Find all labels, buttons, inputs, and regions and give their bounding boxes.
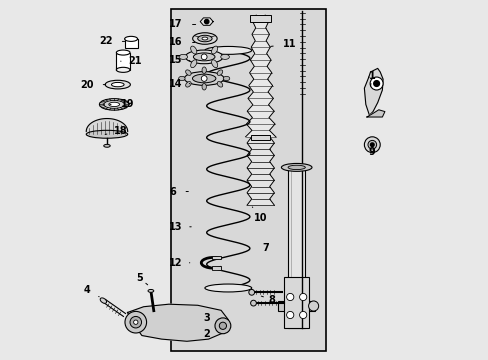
- Ellipse shape: [148, 289, 153, 292]
- Ellipse shape: [185, 82, 191, 87]
- Text: 3: 3: [203, 312, 210, 323]
- Circle shape: [299, 311, 306, 319]
- Text: 10: 10: [253, 213, 267, 223]
- Ellipse shape: [211, 46, 217, 54]
- Bar: [251, 135, 269, 140]
- Bar: [249, 15, 271, 22]
- Bar: [211, 266, 220, 270]
- Text: 12: 12: [169, 258, 183, 268]
- Ellipse shape: [86, 130, 127, 138]
- Text: 21: 21: [128, 56, 141, 66]
- Circle shape: [133, 320, 138, 324]
- Circle shape: [370, 143, 373, 147]
- Ellipse shape: [217, 70, 222, 75]
- Ellipse shape: [184, 72, 224, 85]
- Ellipse shape: [103, 100, 124, 108]
- Ellipse shape: [287, 165, 305, 170]
- Text: 17: 17: [169, 19, 183, 30]
- Bar: [284, 277, 309, 328]
- Ellipse shape: [190, 46, 196, 54]
- Ellipse shape: [193, 53, 215, 61]
- Ellipse shape: [211, 60, 217, 68]
- Text: 1: 1: [368, 71, 375, 81]
- Polygon shape: [86, 118, 127, 135]
- Ellipse shape: [197, 35, 212, 42]
- Bar: [211, 256, 220, 259]
- Text: 11: 11: [282, 39, 296, 49]
- Bar: [124, 39, 137, 48]
- Bar: [277, 301, 315, 311]
- Ellipse shape: [99, 99, 129, 110]
- Ellipse shape: [185, 70, 191, 75]
- Ellipse shape: [116, 50, 130, 55]
- Ellipse shape: [248, 289, 254, 295]
- Circle shape: [286, 311, 293, 319]
- Text: 4: 4: [83, 285, 90, 295]
- Ellipse shape: [108, 102, 120, 107]
- Circle shape: [373, 81, 379, 86]
- Text: 19: 19: [121, 99, 134, 109]
- Ellipse shape: [185, 50, 223, 64]
- Text: 8: 8: [267, 294, 274, 305]
- Ellipse shape: [111, 82, 124, 87]
- Polygon shape: [366, 110, 384, 117]
- Ellipse shape: [217, 82, 222, 87]
- Ellipse shape: [103, 144, 110, 147]
- Ellipse shape: [124, 36, 137, 41]
- Ellipse shape: [116, 67, 130, 72]
- Polygon shape: [364, 68, 382, 115]
- Text: 9: 9: [368, 147, 375, 157]
- Circle shape: [308, 301, 318, 311]
- Ellipse shape: [250, 300, 256, 306]
- Circle shape: [369, 77, 382, 90]
- Ellipse shape: [178, 76, 185, 81]
- Text: 7: 7: [262, 243, 269, 253]
- Ellipse shape: [179, 54, 187, 59]
- Text: 2: 2: [203, 329, 210, 339]
- Ellipse shape: [100, 298, 106, 303]
- Ellipse shape: [190, 60, 196, 68]
- Ellipse shape: [202, 37, 207, 40]
- Ellipse shape: [223, 76, 229, 81]
- Ellipse shape: [204, 284, 251, 292]
- Bar: [287, 164, 305, 328]
- Ellipse shape: [220, 54, 229, 59]
- Text: 20: 20: [80, 80, 93, 90]
- Text: 5: 5: [136, 273, 142, 283]
- Circle shape: [125, 311, 146, 333]
- Circle shape: [215, 318, 230, 334]
- Text: 6: 6: [169, 186, 176, 197]
- Circle shape: [130, 316, 141, 328]
- Ellipse shape: [202, 67, 206, 73]
- Text: 13: 13: [169, 222, 183, 232]
- Polygon shape: [245, 15, 275, 137]
- Ellipse shape: [105, 80, 130, 89]
- Text: 22: 22: [99, 36, 112, 46]
- Circle shape: [367, 140, 376, 149]
- Ellipse shape: [204, 46, 251, 54]
- Ellipse shape: [192, 74, 215, 83]
- Ellipse shape: [202, 84, 206, 90]
- Circle shape: [364, 137, 380, 153]
- Circle shape: [204, 19, 208, 24]
- Text: 16: 16: [169, 37, 183, 48]
- Polygon shape: [246, 137, 274, 205]
- Ellipse shape: [281, 163, 311, 171]
- Circle shape: [286, 293, 293, 301]
- Polygon shape: [127, 304, 228, 341]
- Circle shape: [201, 76, 206, 81]
- Ellipse shape: [192, 33, 217, 44]
- Bar: [170, 9, 325, 351]
- Circle shape: [219, 322, 226, 329]
- Circle shape: [201, 54, 206, 60]
- Text: 18: 18: [113, 126, 127, 136]
- Polygon shape: [200, 18, 213, 25]
- Text: 15: 15: [169, 55, 183, 66]
- Circle shape: [299, 293, 306, 301]
- Bar: [116, 53, 130, 70]
- Text: 14: 14: [169, 78, 183, 89]
